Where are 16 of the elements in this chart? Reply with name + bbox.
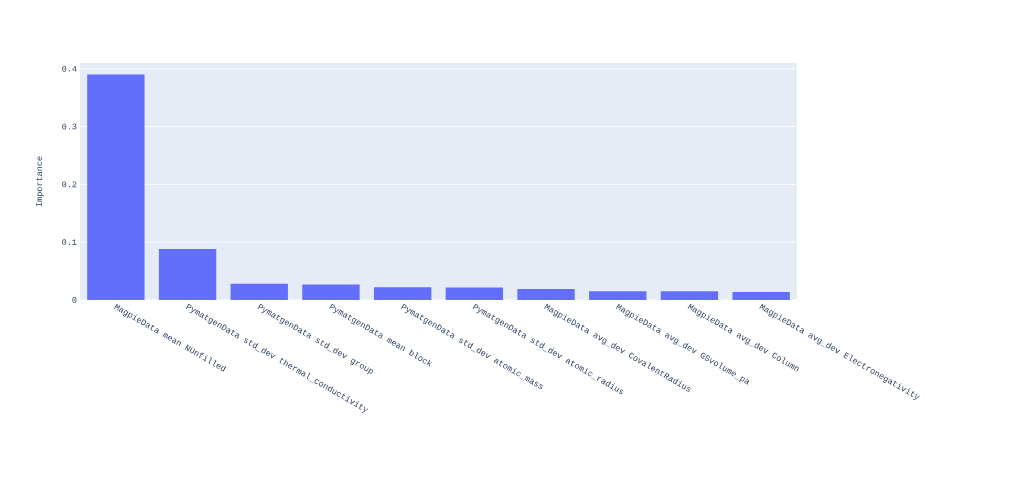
bar [230,283,288,300]
bar [589,291,647,300]
y-tick-label: 0.1 [62,239,77,246]
bar [87,74,145,300]
bar [660,291,719,300]
y-tick-label: 0 [72,297,77,303]
y-tick-label: 0.4 [62,65,77,72]
y-tick-label: 0.2 [62,181,77,188]
bar [302,284,360,300]
bar [517,289,575,300]
y-axis-title: Importance [36,156,44,207]
bar [373,287,432,300]
bar [732,291,790,300]
y-tick-label: 0.3 [62,123,77,130]
bar [445,287,504,300]
bar [158,249,217,300]
